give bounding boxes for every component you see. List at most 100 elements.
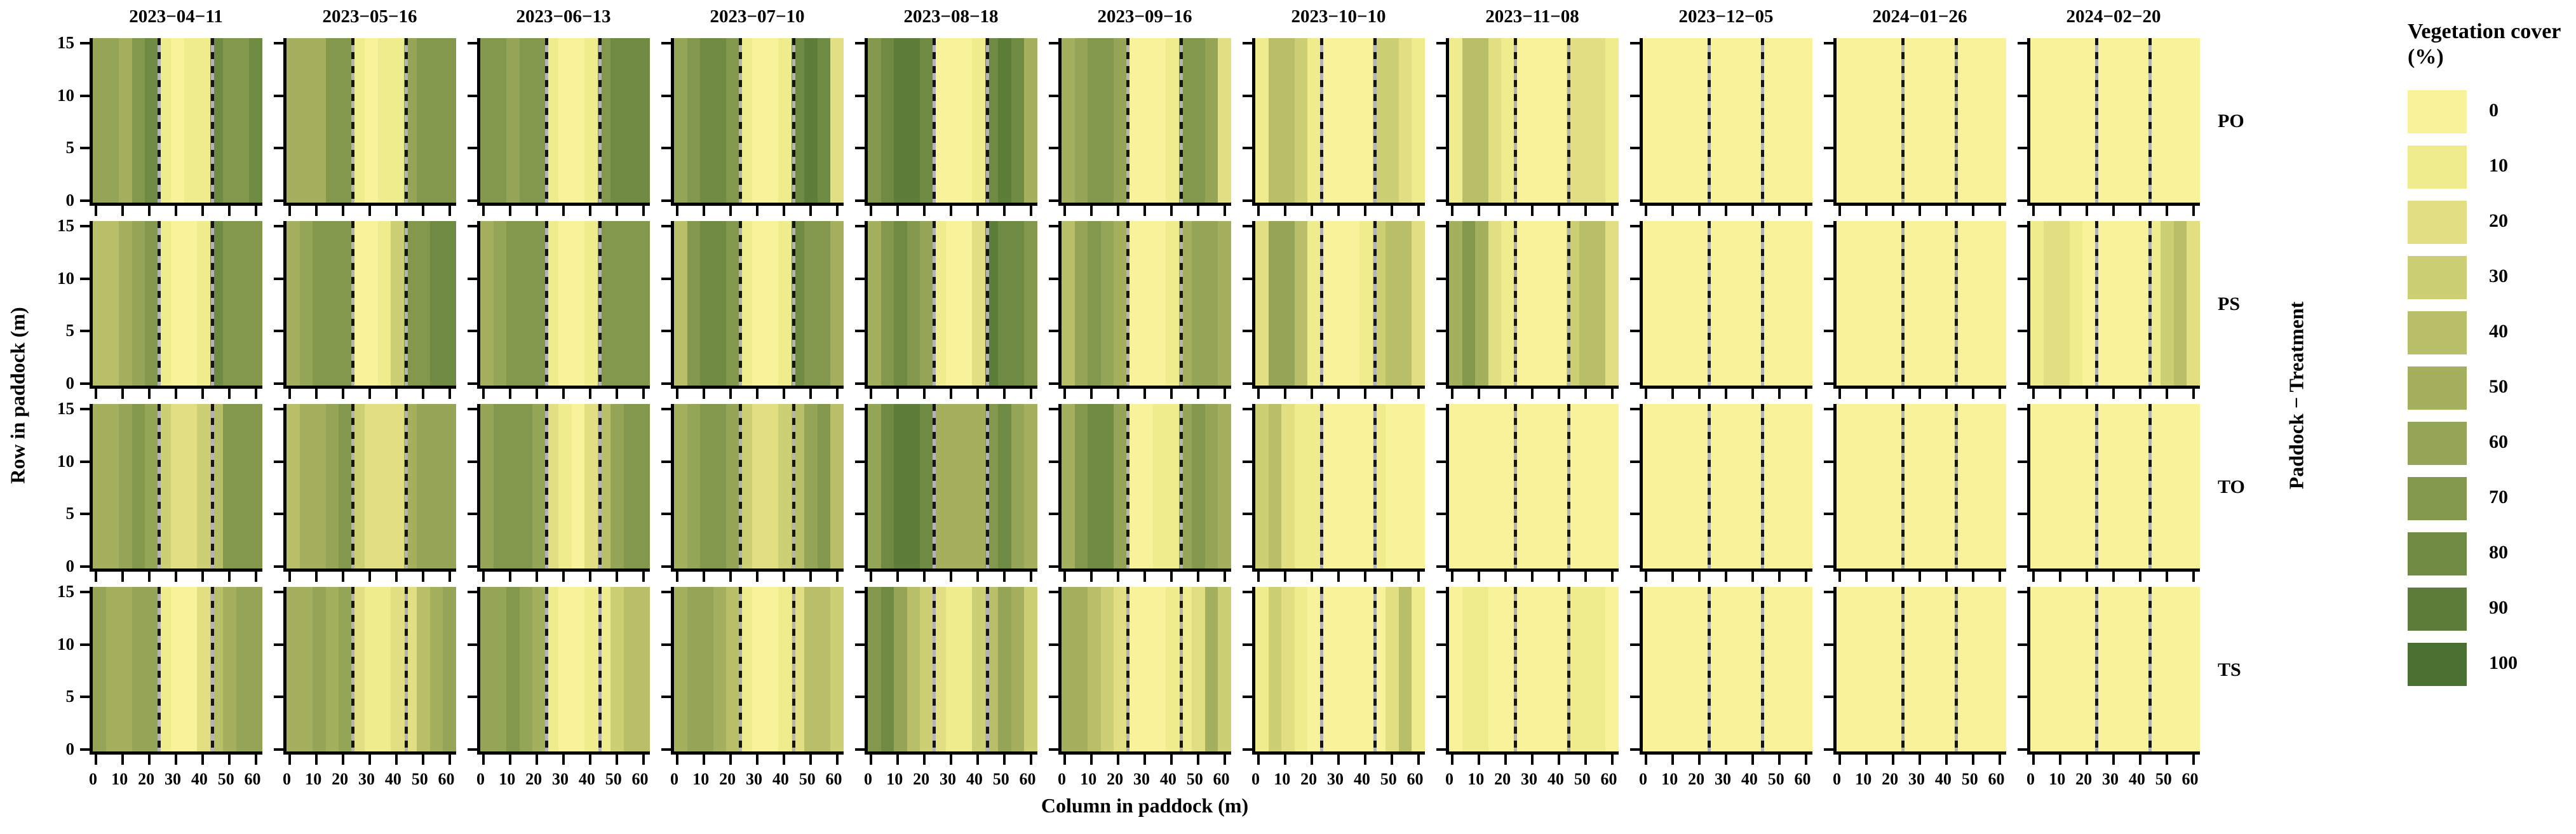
y-axis-tick: [1436, 591, 1446, 594]
heatmap-tile: [1734, 587, 1748, 751]
heatmap-tile: [1915, 404, 1928, 568]
y-axis-tick: [661, 225, 671, 228]
heatmap-tile: [339, 587, 352, 751]
x-axis-tick: [703, 389, 706, 399]
heatmap-tile: [1695, 587, 1708, 751]
y-axis-tick: [661, 199, 671, 202]
y-axis-tick: [1630, 408, 1640, 411]
heatmap-tile: [1255, 38, 1269, 203]
y-axis-tick: [1630, 748, 1640, 751]
dotted-divider-line: [1567, 221, 1570, 386]
heatmap-tile: [1412, 221, 1425, 386]
dotted-divider-line: [545, 404, 549, 568]
y-axis-tick: [855, 748, 865, 751]
dotted-divider-line: [985, 221, 989, 386]
x-axis-tick: [394, 206, 398, 216]
heatmap-tile: [417, 38, 430, 203]
heatmap-tile: [1915, 221, 1928, 386]
dotted-divider-line: [1373, 404, 1377, 568]
heatmap-tile: [2173, 38, 2187, 203]
y-axis-tick: [2018, 513, 2027, 516]
heatmap-tile: [752, 404, 765, 568]
dotted-divider-line: [933, 587, 936, 751]
x-axis-tick-label: 30: [358, 770, 375, 788]
y-axis-tick: [274, 408, 283, 411]
y-axis-tick: [80, 643, 90, 646]
x-axis-tick: [1143, 572, 1146, 582]
x-axis-tick: [1363, 389, 1366, 399]
heatmap-tile: [1941, 38, 1954, 203]
y-axis-tick: [274, 199, 283, 202]
y-axis-tick: [2018, 382, 2027, 385]
heatmap-tile: [339, 38, 352, 203]
y-axis-tick-label: 0: [65, 373, 75, 393]
heatmap-tile: [1553, 221, 1567, 386]
facet-panel-ps-4: [661, 221, 844, 399]
dotted-divider-line: [598, 221, 602, 386]
heatmap-tile: [545, 404, 559, 568]
x-axis-tick: [1610, 389, 1614, 399]
facet-col-title: 2023−04−11: [129, 6, 223, 27]
x-axis-tick: [1777, 206, 1781, 216]
heatmap-tile: [1126, 404, 1140, 568]
y-axis-tick: [274, 643, 283, 646]
x-axis-tick: [95, 206, 98, 216]
heatmap-tile: [1514, 221, 1528, 386]
heatmap-tile: [1100, 221, 1114, 386]
heatmap-tile: [249, 587, 262, 751]
x-axis-tick-label: 10: [305, 770, 322, 788]
x-axis-tick-label: 60: [1019, 770, 1036, 788]
y-axis-tick: [1049, 591, 1058, 594]
heatmap-tile: [1889, 221, 1902, 386]
x-axis-tick: [509, 389, 512, 399]
y-axis-tick: [468, 408, 477, 411]
heatmap-tile: [674, 587, 687, 751]
x-axis-tick: [2165, 206, 2168, 216]
heatmap-tile: [1875, 404, 1889, 568]
heatmap-tile: [1255, 404, 1269, 568]
heatmap-tile: [2030, 38, 2044, 203]
dotted-divider-line: [1708, 38, 1711, 203]
x-axis-tick: [2165, 755, 2168, 765]
heatmap-tile: [313, 38, 326, 203]
heatmap-tile: [1152, 221, 1166, 386]
heatmap-tile: [1773, 38, 1786, 203]
dotted-divider-line: [598, 404, 602, 568]
x-axis-tick-label: 40: [1934, 770, 1952, 788]
facet-panel-ts-11: [2018, 587, 2200, 765]
y-axis-tick: [1243, 199, 1252, 202]
heatmap-tile: [1204, 38, 1218, 203]
heatmap-tile: [1514, 38, 1528, 203]
x-axis-tick: [1390, 389, 1393, 399]
heatmap-tile: [1114, 404, 1127, 568]
x-axis-tick: [1143, 389, 1146, 399]
heatmap-tile: [1114, 38, 1127, 203]
y-axis-tick: [1630, 277, 1640, 280]
x-axis-tick: [1531, 389, 1534, 399]
legend-swatch-60: [2408, 422, 2467, 465]
x-axis-tick-label: 30: [746, 770, 762, 788]
heatmap-tile: [2095, 404, 2109, 568]
heatmap-tile: [1993, 404, 2006, 568]
facet-panel-ps-2: [274, 221, 456, 399]
y-axis-tick: [80, 748, 90, 751]
heatmap-tile: [287, 221, 300, 386]
dotted-divider-line: [1373, 221, 1377, 386]
heatmap-tile: [1074, 38, 1088, 203]
heatmap-tile: [1386, 221, 1399, 386]
dotted-divider-line: [1320, 221, 1324, 386]
heatmap-tile: [519, 587, 533, 751]
heatmap-tile: [933, 404, 947, 568]
heatmap-tile: [972, 38, 985, 203]
x-axis-tick: [1971, 572, 1974, 582]
y-axis-tick: [1049, 513, 1058, 516]
x-axis-tick-label: 60: [1600, 770, 1617, 788]
heatmap-tile: [223, 404, 236, 568]
x-axis-tick: [2086, 206, 2089, 216]
x-axis-tick: [1363, 206, 1366, 216]
y-axis-tick: [80, 94, 90, 97]
heatmap-tile: [171, 221, 184, 386]
x-axis-tick: [756, 755, 759, 765]
y-axis-tick: [855, 408, 865, 411]
heatmap-tile: [377, 587, 391, 751]
